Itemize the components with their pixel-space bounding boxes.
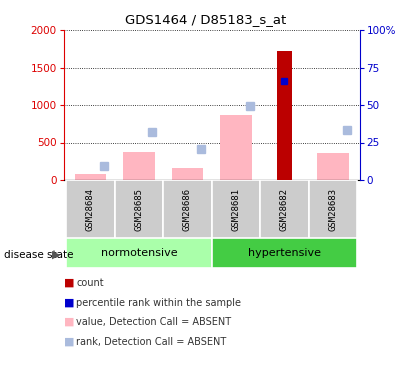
Text: percentile rank within the sample: percentile rank within the sample — [76, 298, 241, 307]
Text: rank, Detection Call = ABSENT: rank, Detection Call = ABSENT — [76, 337, 226, 346]
Text: ■: ■ — [64, 278, 74, 288]
Bar — [163, 180, 212, 238]
Bar — [75, 174, 106, 180]
Text: GSM28681: GSM28681 — [231, 188, 240, 231]
Text: hypertensive: hypertensive — [248, 248, 321, 258]
Bar — [212, 180, 260, 238]
Bar — [220, 115, 252, 180]
Text: GDS1464 / D85183_s_at: GDS1464 / D85183_s_at — [125, 13, 286, 26]
Bar — [115, 180, 163, 238]
Bar — [309, 180, 357, 238]
Text: GSM28686: GSM28686 — [183, 188, 192, 231]
Text: ▶: ▶ — [53, 250, 61, 260]
Bar — [212, 238, 357, 268]
Text: GSM28685: GSM28685 — [134, 188, 143, 231]
Text: value, Detection Call = ABSENT: value, Detection Call = ABSENT — [76, 317, 231, 327]
Text: ■: ■ — [64, 337, 74, 346]
Text: count: count — [76, 278, 104, 288]
Bar — [66, 180, 115, 238]
Bar — [123, 152, 155, 180]
Text: GSM28683: GSM28683 — [328, 188, 337, 231]
Bar — [66, 238, 212, 268]
Text: GSM28684: GSM28684 — [86, 188, 95, 231]
Bar — [172, 168, 203, 180]
Text: ■: ■ — [64, 317, 74, 327]
Bar — [277, 51, 291, 180]
Text: normotensive: normotensive — [101, 248, 177, 258]
Text: disease state: disease state — [4, 250, 74, 260]
Bar — [317, 153, 349, 180]
Bar — [260, 180, 309, 238]
Text: ■: ■ — [64, 298, 74, 307]
Text: GSM28682: GSM28682 — [280, 188, 289, 231]
